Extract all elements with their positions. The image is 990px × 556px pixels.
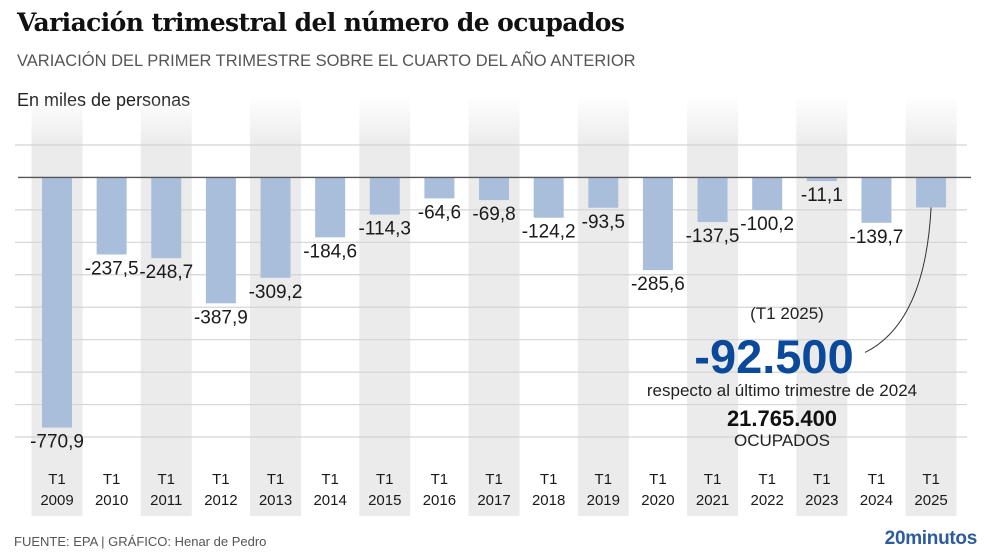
data-label: -64,6 <box>418 202 461 223</box>
x-tick-label: T1 <box>267 471 285 488</box>
x-tick-label: 2013 <box>259 492 292 509</box>
bar <box>588 177 619 208</box>
x-tick-label: 2022 <box>751 492 784 509</box>
x-tick-label: T1 <box>595 471 613 488</box>
x-tick-label: T1 <box>540 471 558 488</box>
background-band <box>577 96 629 516</box>
x-tick-label: T1 <box>922 471 940 488</box>
x-tick-label: 2018 <box>532 492 565 509</box>
bar <box>752 177 783 210</box>
bar <box>424 177 455 199</box>
bar <box>479 177 510 201</box>
x-tick-label: T1 <box>321 471 339 488</box>
data-label: -124,2 <box>522 222 576 243</box>
bar <box>315 177 346 238</box>
x-tick-label: 2020 <box>641 492 674 509</box>
x-tick-label: 2021 <box>696 492 729 509</box>
annotation: (T1 2025) -92.500 respecto al último tri… <box>647 207 932 450</box>
data-label: -114,3 <box>359 219 411 240</box>
bar <box>205 177 236 304</box>
bar <box>916 177 947 208</box>
bar <box>697 177 728 223</box>
x-tick-label: T1 <box>758 471 776 488</box>
gridlines <box>15 144 967 438</box>
data-label: -309,2 <box>249 282 303 303</box>
x-tick-label: 2023 <box>805 492 838 509</box>
x-tick-label: T1 <box>813 471 831 488</box>
background-band <box>796 96 848 516</box>
annotation-total-label: OCUPADOS <box>734 431 830 450</box>
x-tick-label: 2017 <box>477 492 510 509</box>
data-label: -248,7 <box>139 262 193 283</box>
background-band <box>687 96 739 516</box>
data-label: -387,9 <box>194 307 248 328</box>
chart-subtitle: VARIACIÓN DEL PRIMER TRIMESTRE SOBRE EL … <box>17 52 636 70</box>
bar <box>861 177 892 223</box>
background-band <box>140 96 192 516</box>
x-tick-label: 2016 <box>423 492 456 509</box>
x-tick-label: T1 <box>868 471 886 488</box>
x-tick-label: 2019 <box>587 492 620 509</box>
data-label: -184,6 <box>303 241 357 262</box>
x-tick-label: T1 <box>212 471 230 488</box>
data-label: -137,5 <box>686 226 740 247</box>
data-label: -11,1 <box>801 185 843 206</box>
chart-title: Variación trimestral del número de ocupa… <box>17 8 625 37</box>
x-tick-label: T1 <box>48 471 66 488</box>
bars <box>42 177 947 428</box>
data-label: -770,9 <box>30 432 84 453</box>
annotation-connector <box>864 207 932 353</box>
x-tick-label: T1 <box>158 471 176 488</box>
data-label: -285,6 <box>631 274 685 295</box>
x-tick-label: T1 <box>485 471 503 488</box>
bar <box>533 177 564 218</box>
source-credit: FUENTE: EPA | GRÁFICO: Henar de Pedro <box>14 534 267 549</box>
x-tick-label: 2012 <box>204 492 237 509</box>
data-labels: -770,9 -237,5 -248,7 -387,9-309,2-184,6-114… <box>30 185 903 453</box>
bar <box>96 177 127 255</box>
background-bands <box>31 96 957 516</box>
x-tick-label: 2009 <box>40 492 73 509</box>
x-tick-label: T1 <box>704 471 722 488</box>
bar <box>806 177 837 182</box>
data-label: -69,8 <box>472 204 515 225</box>
annotation-description: respecto al último trimestre de 2024 <box>647 381 917 400</box>
x-tick-label: T1 <box>649 471 667 488</box>
background-band <box>359 96 411 516</box>
x-tick-label: 2025 <box>914 492 947 509</box>
brand-logo: 20minutos <box>884 528 978 549</box>
background-band <box>250 96 302 516</box>
bar <box>260 177 291 278</box>
x-tick-label: T1 <box>103 471 121 488</box>
x-tick-label: 2011 <box>150 492 182 509</box>
annotation-big-value: -92.500 <box>694 330 853 383</box>
data-label: -93,5 <box>582 212 625 233</box>
x-tick-label: T1 <box>376 471 394 488</box>
bar <box>369 177 400 215</box>
x-axis-labels: T1 2009 T1 2010 T1 2011 T1 2012 T1 2013 T1 2014 T1 20… <box>40 471 947 509</box>
x-tick-label: 2014 <box>313 492 346 509</box>
x-tick-label: 2010 <box>95 492 128 509</box>
x-tick-label: 2024 <box>860 492 893 509</box>
x-tick-label: 2015 <box>368 492 401 509</box>
data-label: -100,2 <box>740 214 794 235</box>
background-band <box>905 96 957 516</box>
bar <box>642 177 673 271</box>
x-tick-label: T1 <box>431 471 449 488</box>
data-label: -237,5 <box>85 259 139 280</box>
bar <box>151 177 182 259</box>
background-band <box>468 96 520 516</box>
data-label: -139,7 <box>850 227 904 248</box>
bar <box>42 177 72 428</box>
annotation-period: (T1 2025) <box>750 304 824 323</box>
annotation-total: 21.765.400 <box>727 406 837 431</box>
